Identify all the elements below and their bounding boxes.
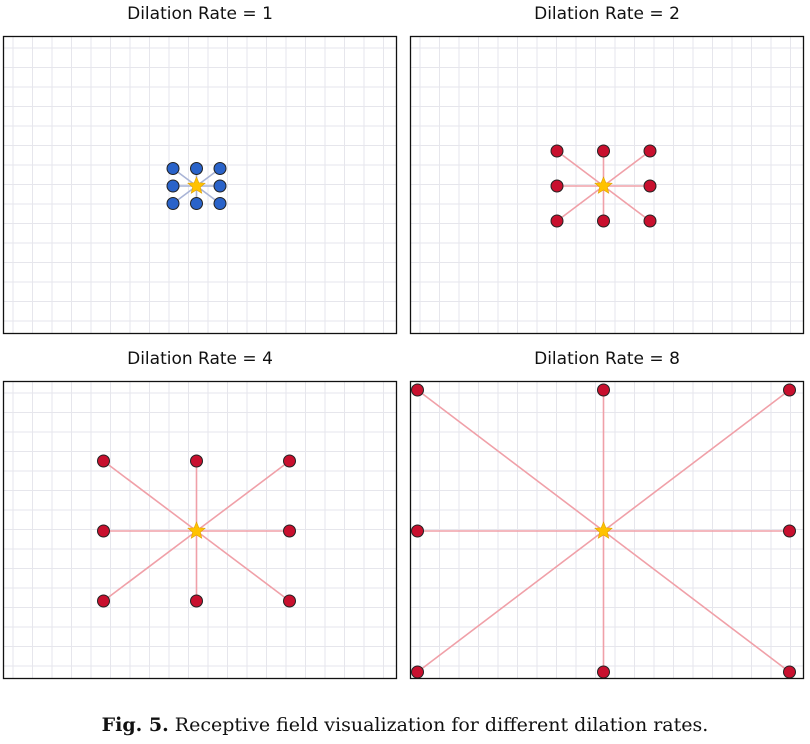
sample-point [213, 197, 227, 210]
caption-text: Receptive field visualization for differ… [168, 714, 709, 736]
sample-point [97, 454, 110, 468]
sample-point [283, 454, 296, 468]
center-star-icon [594, 176, 613, 194]
center-star-icon [187, 176, 206, 194]
sample-point [783, 383, 796, 397]
sample-point [643, 179, 657, 193]
sample-point [597, 144, 610, 158]
panel-title-4: Dilation Rate = 4 [127, 349, 273, 369]
sample-point [97, 524, 110, 538]
connection-line [556, 150, 604, 187]
connection-line [196, 530, 290, 602]
sample-point [166, 197, 180, 210]
figure-caption: Fig. 5. Receptive field visualization fo… [0, 714, 810, 736]
connection-line [603, 150, 651, 187]
sample-point [283, 524, 296, 538]
connection-line [103, 530, 197, 602]
connection-line [603, 389, 790, 532]
connection-line [417, 530, 604, 673]
sample-point [166, 162, 180, 175]
sample-point [643, 214, 657, 228]
panel-frame-rate-2 [409, 35, 805, 335]
sample-point [411, 383, 424, 397]
panel-title-2: Dilation Rate = 2 [534, 4, 680, 24]
center-star-icon [594, 521, 613, 539]
sample-point [97, 594, 110, 608]
sample-point [550, 144, 564, 158]
sample-point [411, 665, 424, 679]
panel-frame-rate-4 [2, 380, 398, 680]
sample-point [550, 214, 564, 228]
sample-point [213, 162, 227, 175]
sample-point [213, 179, 227, 193]
sample-point [190, 162, 203, 175]
sample-point [411, 524, 424, 538]
panel-frame-rate-8 [409, 380, 805, 680]
center-star-icon [187, 521, 206, 539]
sample-point [597, 383, 610, 397]
connection-line [603, 185, 651, 222]
sample-point [190, 197, 203, 210]
sample-point [783, 524, 796, 538]
panel-title-1: Dilation Rate = 1 [127, 4, 273, 24]
sample-point [550, 179, 564, 193]
connection-line [417, 389, 604, 532]
sample-point [190, 594, 203, 608]
panel-title-8: Dilation Rate = 8 [534, 349, 680, 369]
sample-point [283, 594, 296, 608]
sample-point [190, 454, 203, 468]
connection-line [603, 530, 790, 673]
sample-point [783, 665, 796, 679]
connection-line [556, 185, 604, 222]
panel-frame-rate-1 [2, 35, 398, 335]
connection-line [196, 460, 290, 532]
sample-point [597, 665, 610, 679]
sample-point [643, 144, 657, 158]
caption-label: Fig. 5. [101, 714, 169, 736]
sample-point [166, 179, 180, 193]
sample-point [597, 214, 610, 228]
connection-line [103, 460, 197, 532]
